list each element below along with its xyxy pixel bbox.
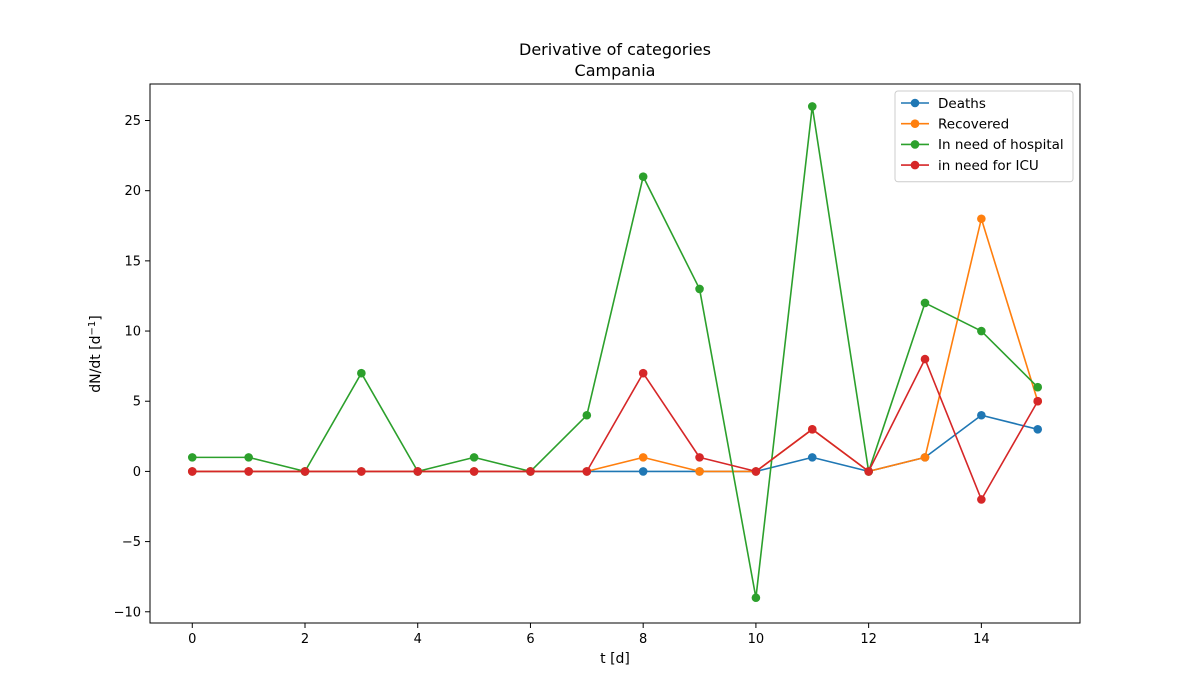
y-axis-label-close: ] — [88, 315, 104, 320]
data-point — [920, 354, 930, 364]
data-point — [864, 467, 873, 476]
data-point — [413, 467, 423, 476]
legend: Deaths Recovered In need of hospital in nee… — [894, 90, 1074, 183]
y-tick-label: 15 — [124, 254, 141, 269]
x-tick-label: 12 — [860, 632, 877, 647]
data-point — [807, 102, 817, 111]
y-axis-label-superscript: −1 — [87, 321, 98, 336]
y-tick-label: 0 — [133, 465, 141, 480]
x-tick-label: 2 — [301, 632, 309, 647]
legend-box — [894, 90, 1074, 183]
legend-label: Recovered — [938, 117, 1009, 133]
data-point — [187, 453, 197, 462]
y-axis: −10 −5 0 5 10 15 20 25 — [114, 114, 150, 620]
data-point — [977, 214, 986, 224]
data-point — [357, 467, 366, 476]
data-point — [244, 453, 253, 462]
x-tick-label: 6 — [526, 632, 534, 647]
y-tick-label: −10 — [114, 605, 141, 620]
x-tick-label: 8 — [639, 632, 647, 647]
legend-label: in need for ICU — [938, 158, 1039, 174]
y-tick-label: −5 — [122, 535, 141, 550]
data-point — [638, 453, 648, 462]
data-point — [751, 467, 761, 476]
data-point — [187, 467, 197, 476]
data-point — [807, 453, 817, 462]
plot-frame — [149, 83, 1081, 624]
series-1 — [187, 214, 1043, 476]
series-line — [192, 358, 1039, 501]
data-point — [526, 467, 535, 476]
series-3 — [187, 354, 1043, 504]
legend-item: Deaths — [901, 96, 986, 112]
x-tick-label: 10 — [748, 632, 765, 647]
data-point — [1033, 382, 1043, 392]
data-point — [469, 467, 479, 476]
y-tick-label: 25 — [124, 114, 141, 129]
y-tick-label: 20 — [124, 184, 141, 199]
data-point — [582, 410, 592, 420]
data-point — [695, 284, 704, 294]
data-point — [582, 467, 592, 476]
data-point — [1033, 425, 1043, 434]
legend-item: In need of hospital — [901, 137, 1064, 153]
data-point — [977, 495, 986, 504]
data-point — [807, 425, 817, 434]
data-point — [638, 368, 648, 378]
legend-marker — [910, 160, 920, 170]
x-axis-label: t [d] — [600, 651, 630, 667]
data-point — [695, 453, 704, 462]
data-point — [300, 467, 310, 476]
x-tick-label: 4 — [414, 632, 422, 647]
data-point — [244, 467, 253, 476]
legend-marker — [910, 98, 920, 108]
plot-area — [149, 83, 1081, 624]
y-tick-label: 5 — [133, 395, 141, 410]
x-tick-label: 0 — [188, 632, 196, 647]
data-point — [1033, 396, 1043, 406]
data-point — [695, 467, 704, 476]
data-point — [638, 467, 648, 476]
data-point — [357, 368, 366, 378]
x-tick-label: 14 — [973, 632, 990, 647]
legend-item: Recovered — [901, 117, 1009, 133]
data-point — [977, 410, 986, 420]
data-point — [920, 453, 930, 462]
data-point — [977, 326, 986, 336]
legend-label: In need of hospital — [938, 137, 1064, 153]
legend-label: Deaths — [938, 96, 986, 112]
x-axis: 0 2 4 6 8 10 12 14 — [188, 623, 990, 647]
data-point — [751, 593, 761, 603]
legend-marker — [910, 119, 920, 128]
y-tick-label: 10 — [124, 325, 141, 340]
data-point — [469, 453, 479, 462]
series-line — [192, 105, 1039, 599]
legend-marker — [910, 140, 920, 149]
y-axis-label-main: dN/dt [d — [88, 335, 104, 392]
legend-item: in need for ICU — [901, 158, 1039, 174]
data-point — [638, 172, 648, 181]
chart-subtitle: Campania — [575, 61, 656, 80]
chart-title: Derivative of categories — [519, 40, 711, 59]
data-point — [920, 298, 930, 308]
y-axis-label: dN/dt [d−1] — [87, 315, 105, 392]
